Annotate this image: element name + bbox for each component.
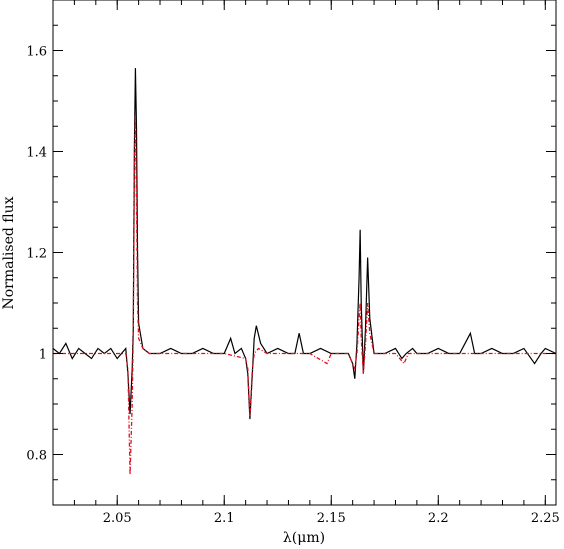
series-line-0: [53, 68, 556, 420]
series-layer: [53, 68, 556, 475]
y-tick-label: 0.8: [26, 449, 47, 464]
x-tick-label: 2.15: [317, 511, 346, 526]
ticks-layer: 2.05 2.1 2.15 2.2 2.25 0.8 1 1.2 1.4 1.6: [26, 0, 560, 526]
plot-frame: [52, 0, 557, 506]
x-tick-label: 2.1: [214, 511, 235, 526]
y-tick-label: 1.6: [26, 45, 47, 60]
y-tick-label: 1.4: [26, 146, 47, 161]
x-tick-label: 2.05: [103, 511, 132, 526]
y-tick-label: 1.2: [26, 247, 47, 262]
x-tick-label: 2.25: [531, 511, 560, 526]
x-tick-label: 2.2: [428, 511, 449, 526]
y-tick-label: 1: [39, 348, 47, 363]
y-axis-title: Normalised flux: [1, 196, 17, 309]
series-line-1: [53, 116, 556, 475]
x-axis-title: λ(μm): [283, 530, 325, 546]
